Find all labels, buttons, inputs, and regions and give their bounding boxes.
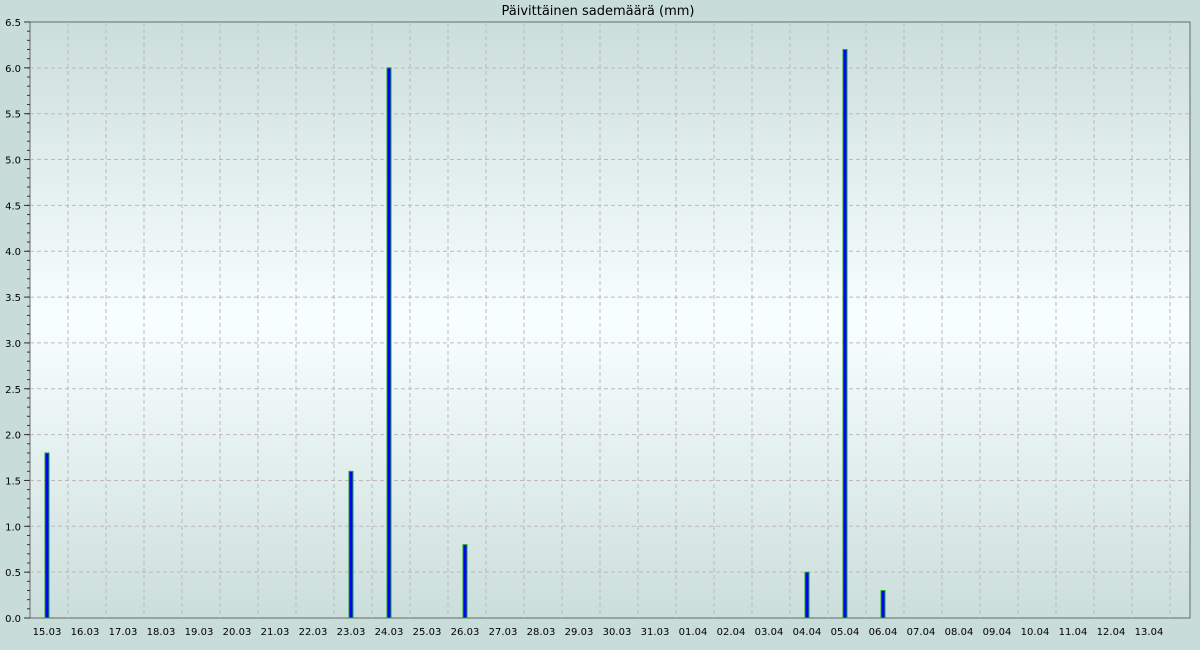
x-tick-label: 21.03: [261, 627, 290, 638]
x-tick-label: 19.03: [185, 627, 214, 638]
y-tick-label: 2.0: [5, 431, 21, 442]
x-tick-label: 08.04: [945, 627, 974, 638]
bar-05.04: [842, 49, 848, 619]
x-tick-label: 31.03: [641, 627, 670, 638]
x-tick-label: 25.03: [413, 627, 442, 638]
y-tick-label: 4.5: [5, 201, 21, 212]
x-tick-label: 20.03: [223, 627, 252, 638]
x-tick-label: 07.04: [907, 627, 936, 638]
x-tick-label: 01.04: [679, 627, 708, 638]
y-tick-label: 2.5: [5, 385, 21, 396]
x-tick-label: 13.04: [1135, 627, 1164, 638]
plot-area: [29, 21, 1191, 619]
x-tick-label: 04.04: [793, 627, 822, 638]
bar-26.03: [462, 544, 468, 619]
bar-24.03: [386, 67, 392, 619]
bar-06.04: [880, 589, 886, 619]
x-tick-label: 02.04: [717, 627, 746, 638]
x-tick-label: 06.04: [869, 627, 898, 638]
y-tick-label: 3.5: [5, 293, 21, 304]
x-tick-label: 23.03: [337, 627, 366, 638]
x-tick-label: 15.03: [33, 627, 62, 638]
y-tick-label: 1.5: [5, 476, 21, 487]
y-tick-label: 0.0: [5, 614, 21, 625]
x-tick-label: 30.03: [603, 627, 632, 638]
y-tick-label: 3.0: [5, 339, 21, 350]
bar-23.03: [348, 470, 354, 619]
x-tick-label: 17.03: [109, 627, 138, 638]
y-tick-label: 4.0: [5, 247, 21, 258]
grid: [30, 22, 1190, 618]
bar-04.04: [804, 571, 810, 619]
x-tick-label: 24.03: [375, 627, 404, 638]
y-axis: 0.0 0.5 1.0 1.5 2.0 2.5 3.0 3.5 4.0 4.5 5.0 5.5 6.0 6…: [5, 18, 30, 625]
x-tick-label: 03.04: [755, 627, 784, 638]
x-tick-label: 12.04: [1097, 627, 1126, 638]
y-tick-label: 1.0: [5, 522, 21, 533]
y-tick-label: 5.0: [5, 156, 21, 167]
y-tick-label: 6.5: [5, 18, 21, 29]
x-tick-label: 11.04: [1059, 627, 1088, 638]
y-tick-label: 6.0: [5, 64, 21, 75]
bars: [44, 49, 886, 619]
x-axis: 15.03 16.03 17.03 18.03 19.03 20.03 21.03 22.03…: [33, 627, 1164, 638]
x-tick-label: 22.03: [299, 627, 328, 638]
x-tick-label: 28.03: [527, 627, 556, 638]
x-tick-label: 27.03: [489, 627, 518, 638]
bar-15.03: [44, 452, 50, 619]
x-tick-label: 26.03: [451, 627, 480, 638]
x-tick-label: 18.03: [147, 627, 176, 638]
x-tick-label: 05.04: [831, 627, 860, 638]
x-tick-label: 29.03: [565, 627, 594, 638]
x-tick-label: 10.04: [1021, 627, 1050, 638]
x-tick-label: 16.03: [71, 627, 100, 638]
y-tick-label: 5.5: [5, 110, 21, 121]
x-tick-label: 09.04: [983, 627, 1012, 638]
y-tick-label: 0.5: [5, 568, 21, 579]
chart-title: Päivittäinen sademäärä (mm): [501, 4, 694, 19]
